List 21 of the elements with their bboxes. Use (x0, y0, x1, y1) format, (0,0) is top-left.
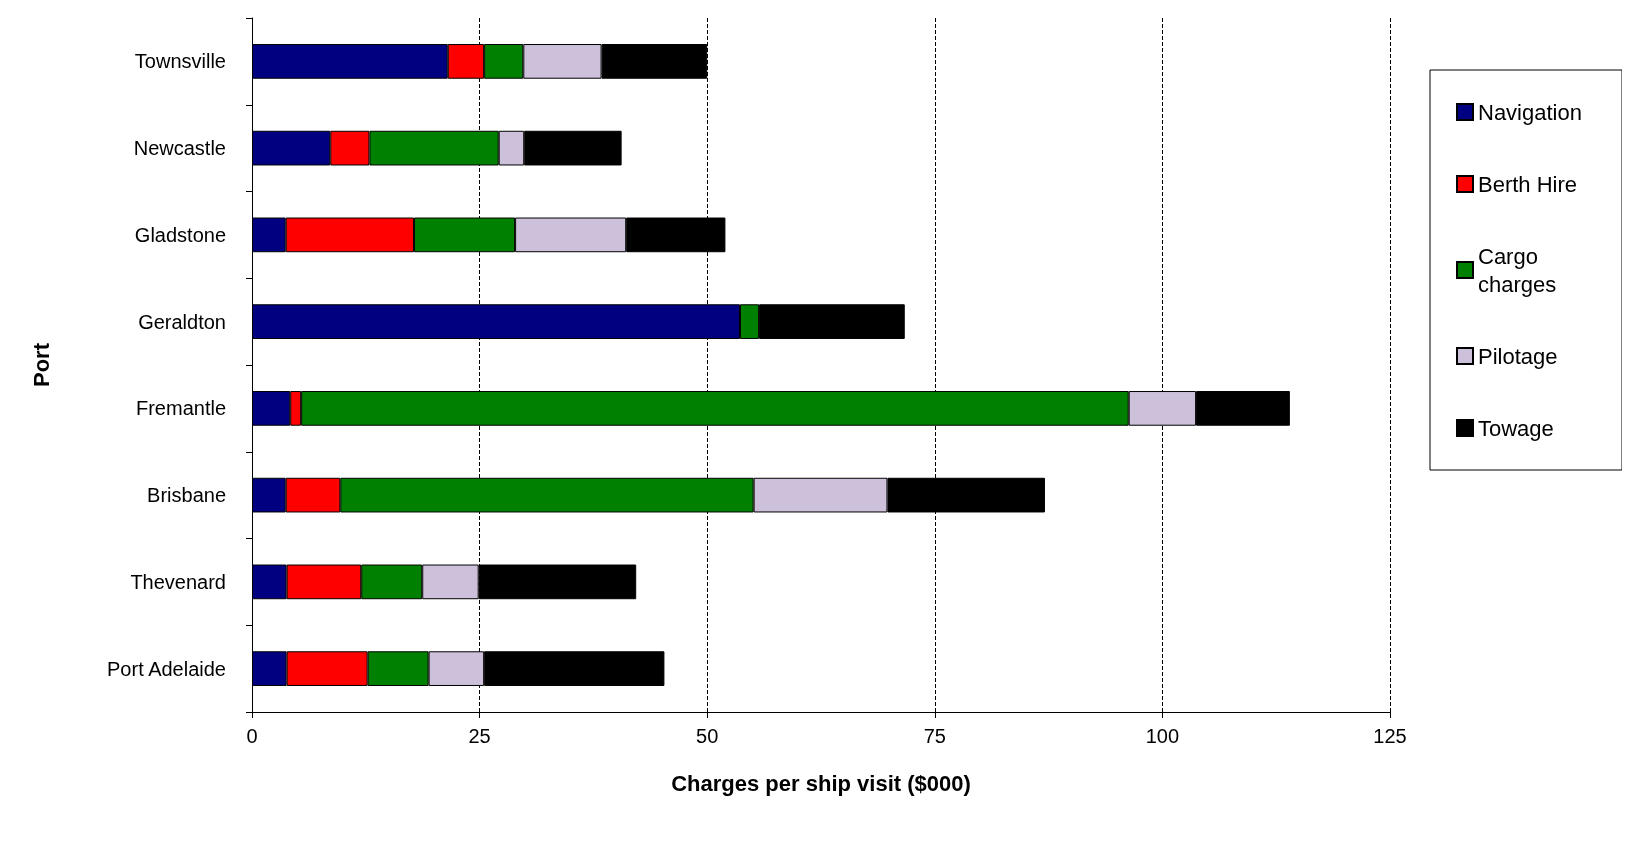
x-tick-label: 0 (246, 725, 258, 747)
y-axis-title: Port (28, 342, 54, 387)
x-axis-title: Charges per ship visit ($000) (671, 770, 971, 796)
x-tick-label: 125 (1373, 725, 1407, 747)
legend-label: Berth Hire (1478, 171, 1578, 197)
y-tick-label: Geraldton (138, 310, 226, 333)
legend-label: Navigation (1478, 99, 1582, 125)
x-tick-label: 50 (696, 725, 719, 747)
y-tick-label: Newcastle (133, 137, 226, 160)
x-tick-label: 25 (468, 725, 491, 747)
y-tick-label: Brisbane (147, 484, 226, 507)
x-tick-label: 75 (923, 725, 946, 747)
legend-label: Cargo charges (1478, 243, 1557, 297)
y-tick-label: Gladstone (134, 223, 226, 246)
y-tick-label: Townsville (134, 50, 226, 73)
y-tick-label: Thevenard (130, 570, 226, 593)
x-tick-label: 100 (1145, 725, 1180, 747)
y-tick-label: Port Adelaide (107, 657, 226, 680)
y-tick-label: Fremantle (135, 397, 226, 420)
legend-label: Towage (1478, 415, 1554, 441)
legend-label: Pilotage (1478, 343, 1558, 369)
